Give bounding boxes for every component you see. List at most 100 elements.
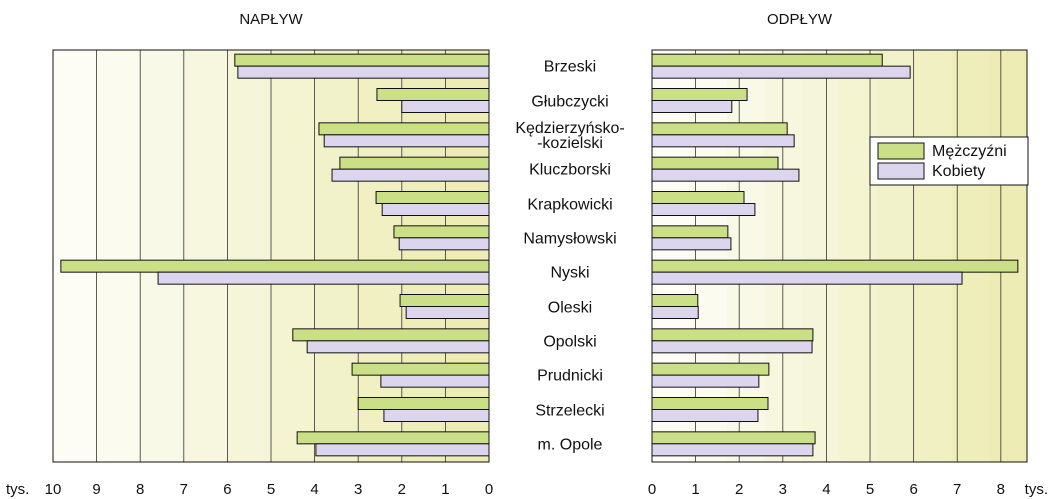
bar (651, 225, 729, 239)
category-label: m. Opole (537, 436, 603, 454)
x-tick-label: 10 (45, 481, 62, 498)
bar (651, 294, 699, 307)
bar (651, 409, 759, 422)
bar (237, 65, 490, 79)
x-tick-label: 7 (953, 481, 961, 498)
bar (651, 397, 769, 410)
x-tick-label: 8 (997, 481, 1005, 498)
bar (651, 306, 699, 319)
x-tick-label: 6 (909, 481, 917, 498)
bar (331, 168, 490, 182)
bar (651, 443, 814, 457)
unit-label: tys. (6, 481, 29, 498)
x-tick-label: 3 (354, 481, 362, 498)
panel-band (53, 50, 98, 462)
panel-frame (52, 49, 490, 463)
x-tick-label: 5 (267, 481, 275, 498)
panel-band (839, 50, 878, 462)
bar (351, 362, 490, 376)
bar (651, 340, 813, 354)
x-tick-label: 5 (866, 481, 874, 498)
bar (234, 53, 490, 67)
bar (651, 168, 800, 182)
bar (651, 259, 1019, 273)
bar (651, 156, 779, 170)
panel-band (989, 50, 1028, 462)
x-tick-label: 7 (180, 481, 188, 498)
panel-band (227, 50, 272, 462)
panel-band (96, 50, 141, 462)
bar (651, 65, 911, 79)
bar (60, 259, 490, 273)
panel-title: ODPŁYW (767, 11, 833, 28)
bar (318, 122, 490, 136)
bar (651, 362, 770, 376)
bar (399, 294, 490, 307)
legend-label: Kobiety (932, 163, 985, 180)
x-tick-label: 0 (485, 481, 493, 498)
panel-band (764, 50, 803, 462)
x-tick-label: 9 (92, 481, 100, 498)
panel-band (271, 50, 316, 462)
category-label: Nyski (550, 264, 590, 282)
x-tick-label: 8 (136, 481, 144, 498)
bar (651, 237, 732, 251)
x-tick-label: 6 (223, 481, 231, 498)
bar (651, 53, 883, 67)
panel-band (877, 50, 915, 462)
category-label: Krapkowicki (527, 196, 613, 213)
bar (292, 328, 490, 342)
bar (405, 306, 490, 319)
x-tick-label: 2 (398, 481, 406, 498)
bar (339, 156, 490, 170)
panel-title: NAPŁYW (239, 11, 303, 28)
category-label: Głubczycki (531, 93, 609, 110)
bar (357, 397, 490, 410)
bar (651, 88, 748, 101)
bar (323, 134, 490, 148)
legend-label: Mężczyźni (932, 143, 1007, 160)
category-label: Kędzierzyńsko- -kozielski (515, 119, 625, 152)
panel-band (914, 50, 953, 462)
bar (651, 203, 756, 216)
legend-swatch (877, 142, 925, 160)
panel-band (652, 50, 690, 462)
unit-label: tys. (1025, 481, 1048, 498)
bar (651, 431, 816, 445)
category-label: Prudnicki (537, 367, 603, 385)
bar (651, 191, 745, 204)
bar (651, 122, 788, 136)
x-tick-label: 1 (441, 481, 449, 498)
bar (651, 328, 814, 342)
panel-band (358, 50, 403, 462)
category-label: Kluczborski (529, 161, 611, 179)
bar (380, 374, 490, 388)
x-tick-label: 1 (691, 481, 699, 498)
bar (157, 271, 490, 285)
bar (398, 237, 490, 251)
x-tick-label: 4 (310, 481, 318, 498)
bar (376, 88, 490, 101)
bar (651, 134, 795, 148)
category-label: Strzelecki (535, 402, 605, 419)
panel-band (140, 50, 185, 462)
panel-band (183, 50, 228, 462)
category-label: Opolski (543, 333, 597, 351)
panel-band (802, 50, 840, 462)
category-label: Brzeski (543, 58, 597, 76)
panel-band (445, 50, 490, 462)
bar (651, 271, 963, 285)
panel-band (727, 50, 765, 462)
bar (296, 431, 490, 445)
category-label: Oleski (547, 299, 593, 316)
panel-band (401, 50, 446, 462)
bar (315, 443, 490, 457)
x-tick-label: 0 (648, 481, 656, 498)
x-tick-label: 2 (735, 481, 743, 498)
bar (401, 100, 490, 113)
panel-band (314, 50, 359, 462)
panel-frame (651, 49, 1028, 463)
bar (383, 409, 490, 422)
bar (651, 374, 760, 388)
